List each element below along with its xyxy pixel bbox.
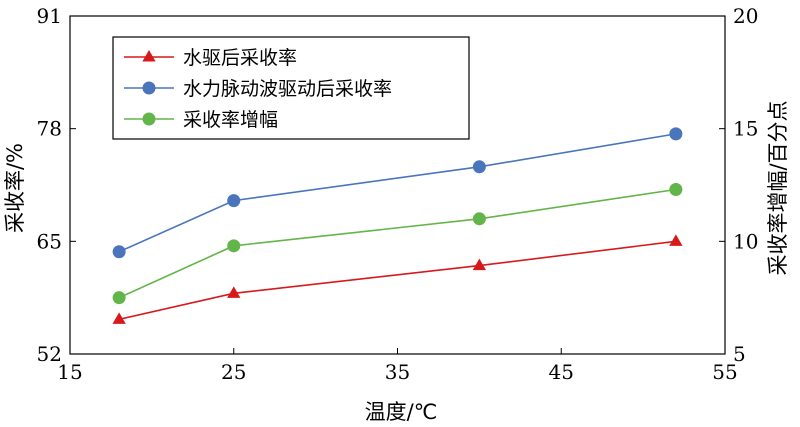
y-tick-label: 78 xyxy=(37,117,62,141)
legend-marker xyxy=(142,50,156,62)
legend-marker xyxy=(142,81,156,95)
x-tick-label: 35 xyxy=(385,360,410,384)
x-tick-label: 45 xyxy=(549,360,574,384)
legend-entry: 水力脉动波驱动后采收率 xyxy=(124,78,392,100)
data-point xyxy=(669,127,683,141)
data-point xyxy=(227,194,241,208)
x-tick-label: 15 xyxy=(57,360,82,384)
data-point xyxy=(112,312,126,324)
y2-tick-label: 15 xyxy=(733,117,758,141)
legend-entry: 水驱后采收率 xyxy=(124,47,297,69)
series-3 xyxy=(112,183,683,305)
y2-tick-label: 10 xyxy=(733,229,758,253)
data-point xyxy=(112,291,126,305)
y-axis-left: 52 65 78 91 xyxy=(37,4,76,366)
y-tick-label: 91 xyxy=(37,4,62,28)
data-point xyxy=(472,160,486,174)
legend-label: 水力脉动波驱动后采收率 xyxy=(183,78,392,100)
data-point xyxy=(227,286,241,298)
x-axis: 15 25 35 45 55 xyxy=(57,348,738,384)
data-point xyxy=(472,212,486,226)
legend-label: 采收率增幅 xyxy=(183,109,278,131)
x-tick-label: 25 xyxy=(221,360,246,384)
y-tick-label: 65 xyxy=(37,229,62,253)
legend-label: 水驱后采收率 xyxy=(183,47,297,69)
data-point xyxy=(112,245,126,259)
data-point xyxy=(472,258,487,271)
series-1 xyxy=(112,234,683,324)
series-layer xyxy=(112,127,683,324)
y-axis-right: 5 10 15 20 xyxy=(719,4,758,366)
y-tick-label: 52 xyxy=(37,342,62,366)
legend-entry: 采收率增幅 xyxy=(124,109,278,131)
legend-marker xyxy=(142,112,156,126)
data-point xyxy=(669,234,683,246)
data-point xyxy=(669,183,683,197)
data-point xyxy=(227,239,241,253)
x-tick-label: 55 xyxy=(712,360,737,384)
y2-tick-label: 20 xyxy=(733,4,758,28)
x-axis-title: 温度/℃ xyxy=(365,400,438,424)
y-axis-left-title: 采收率/% xyxy=(3,143,27,233)
series-2 xyxy=(112,127,683,259)
series-line xyxy=(118,188,676,299)
series-line xyxy=(118,133,677,253)
y-axis-right-title: 采收率增幅/百分点 xyxy=(766,100,790,275)
series-line xyxy=(118,240,676,321)
y2-tick-label: 5 xyxy=(733,342,746,366)
